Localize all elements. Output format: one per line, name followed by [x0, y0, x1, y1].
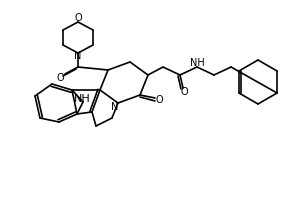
Text: N: N [111, 102, 119, 112]
Text: N: N [74, 51, 82, 61]
Text: O: O [56, 73, 64, 83]
Text: O: O [155, 95, 163, 105]
Text: NH: NH [190, 58, 204, 68]
Text: NH: NH [74, 94, 90, 104]
Text: O: O [180, 87, 188, 97]
Text: O: O [74, 13, 82, 23]
